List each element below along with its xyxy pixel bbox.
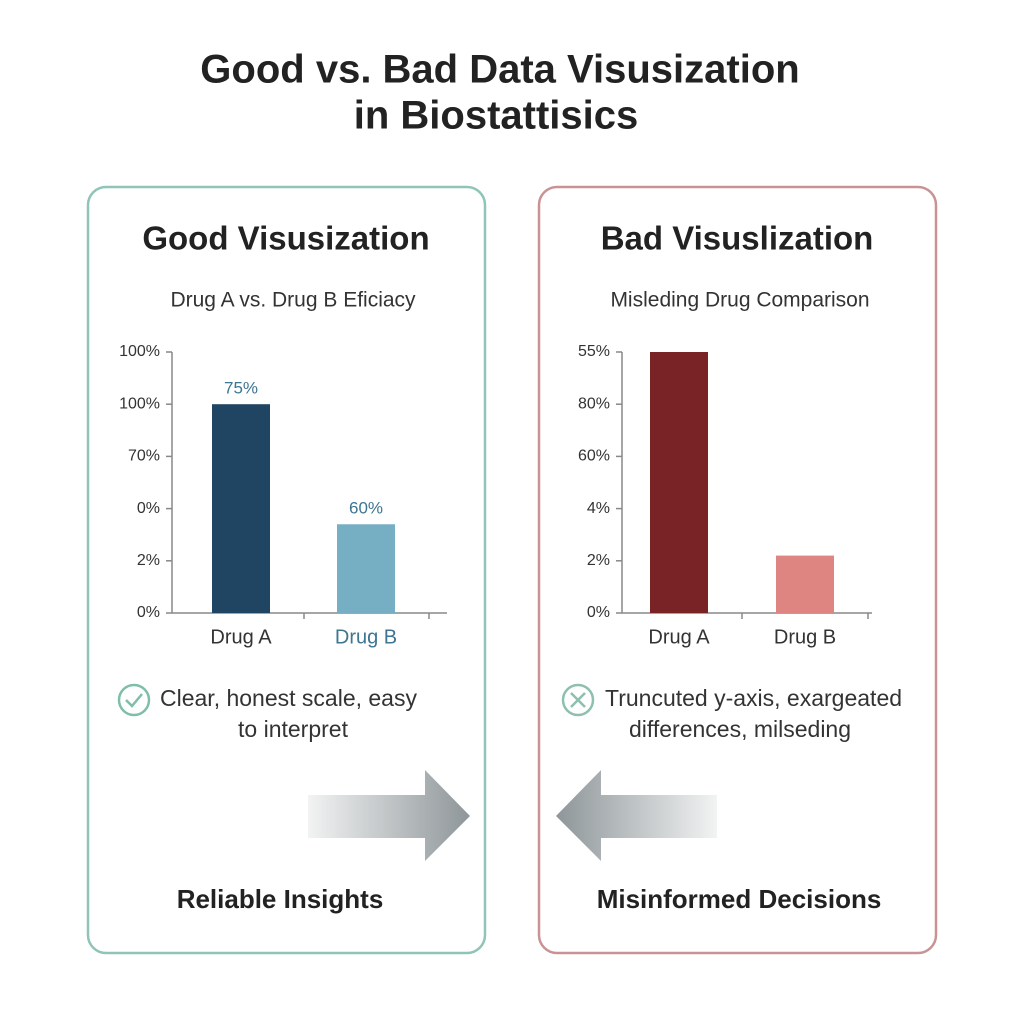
y-tick-label: 2% [587,552,610,569]
y-tick-label: 2% [137,552,160,569]
arrow [308,770,470,861]
y-tick-label: 4% [587,500,610,517]
arrow [556,770,717,861]
value-label: 75% [224,379,258,398]
title-line: in Biostattisics [354,94,639,138]
value-label: 60% [349,499,383,518]
x-tick-label: Drug A [210,626,272,648]
caption: Truncuted y-axis, exargeated [605,685,902,711]
y-tick-label: 60% [578,448,610,465]
outcome: Misinformed Decisions [597,884,882,914]
caption: to interpret [238,716,349,742]
bar [776,555,834,613]
y-tick-label: 0% [587,604,610,621]
bar [212,404,270,613]
y-tick-label: 100% [119,395,160,412]
y-tick-label: 70% [128,448,160,465]
outcome: Reliable Insights [177,884,384,914]
check-icon [117,683,151,717]
chart-subtitle: Misleding Drug Comparison [610,289,869,312]
panel-heading: Bad Visuslization [601,220,874,257]
bar [337,524,395,613]
y-tick-label: 100% [119,343,160,360]
x-tick-label: Drug A [648,626,710,648]
y-tick-label: 55% [578,343,610,360]
y-tick-label: 0% [137,500,160,517]
chart-subtitle: Drug A vs. Drug B Eficiacy [170,289,416,312]
cross-icon [561,683,595,717]
x-tick-label: Drug B [774,626,836,648]
x-tick-label: Drug B [335,626,397,648]
title-line: Good vs. Bad Data Visusization [200,48,799,92]
good-panel [86,185,487,955]
bar [650,352,708,613]
bad-panel [537,185,938,955]
caption: differences, milseding [629,716,851,742]
caption: Clear, honest scale, easy [160,685,417,711]
y-tick-label: 80% [578,395,610,412]
panel-heading: Good Visusization [142,220,429,257]
y-tick-label: 0% [137,604,160,621]
